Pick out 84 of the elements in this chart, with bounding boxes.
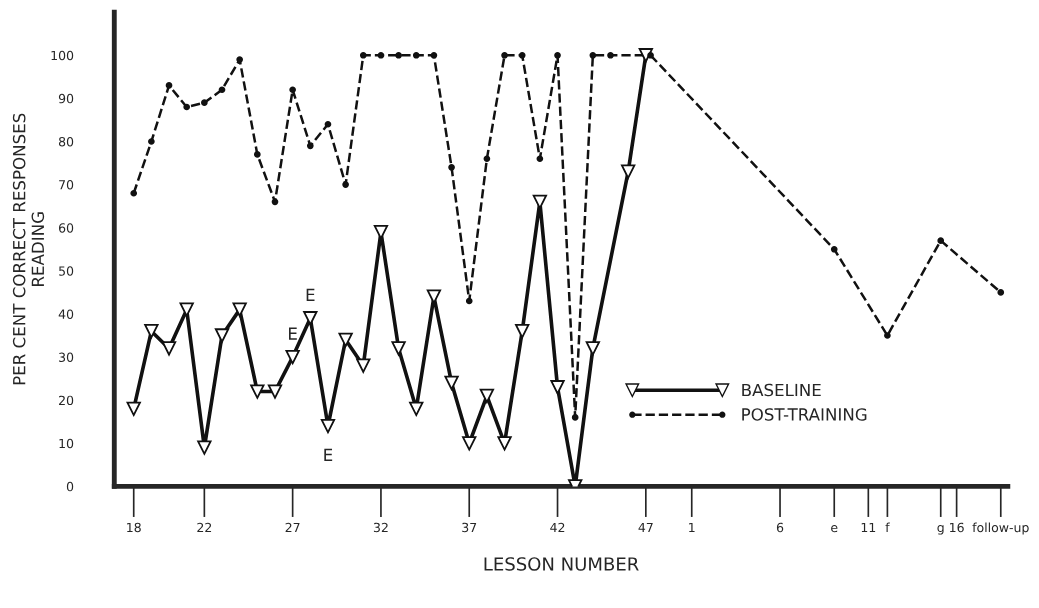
point — [589, 51, 597, 59]
x-tick-label: 27 — [285, 522, 300, 533]
y-tick-label: 10 — [59, 438, 74, 449]
point — [148, 138, 155, 145]
y-tick-label: 80 — [58, 136, 74, 147]
point — [607, 51, 614, 59]
x-axis-title: LESSON NUMBER — [484, 557, 639, 571]
point — [448, 164, 455, 171]
y-tick-label: 90 — [58, 93, 74, 104]
point — [250, 384, 265, 399]
x-tick-label: 42 — [550, 522, 565, 533]
point — [479, 388, 495, 404]
legend-label: POST-TRAINING — [742, 408, 867, 421]
point — [409, 401, 424, 416]
point — [359, 51, 367, 59]
x-tick-label: 22 — [197, 522, 212, 533]
x2-tick-label: e — [831, 525, 838, 533]
point — [324, 120, 332, 128]
x-tick-label: 18 — [127, 522, 141, 533]
point — [161, 341, 177, 356]
point — [550, 380, 565, 395]
point — [271, 198, 279, 206]
point — [377, 51, 385, 59]
point — [391, 341, 406, 356]
annotation: E — [324, 448, 333, 461]
x-tick-label: 32 — [373, 522, 388, 533]
point — [126, 401, 141, 416]
point — [201, 99, 208, 107]
point — [395, 51, 402, 59]
x2-tick-label: 16 — [950, 522, 964, 533]
x2-tick-label: g — [937, 525, 944, 535]
point — [253, 151, 261, 158]
point — [285, 349, 300, 365]
point — [232, 302, 247, 317]
point — [338, 332, 353, 347]
point — [412, 51, 420, 59]
point — [483, 155, 491, 163]
point — [303, 311, 318, 326]
annotation: E — [289, 327, 297, 340]
y-tick-label: 40 — [58, 309, 74, 319]
point — [267, 384, 283, 399]
legend-label: BASELINE — [742, 383, 821, 397]
point — [320, 418, 336, 434]
y-tick-label: 50 — [59, 266, 74, 276]
point — [218, 86, 226, 94]
y-tick-label: 70 — [59, 180, 74, 190]
point — [515, 324, 530, 339]
point — [497, 436, 512, 451]
point — [214, 328, 230, 343]
point — [183, 103, 191, 111]
y-tick-label: 30 — [59, 352, 74, 362]
point — [501, 51, 508, 59]
y-tick-label: 0 — [66, 481, 74, 492]
point — [536, 155, 544, 163]
point — [444, 375, 459, 391]
x2-tick-label: 11 — [861, 522, 876, 533]
x2-tick-label: follow-up — [972, 522, 1029, 535]
x2-tick-label: 1 — [689, 522, 695, 533]
point — [465, 297, 473, 305]
y-tick-label: 20 — [59, 395, 74, 406]
x-tick-label: 37 — [462, 522, 477, 533]
x2-tick-label: f — [885, 522, 890, 533]
y-tick-label: 100 — [51, 50, 74, 61]
point — [289, 86, 296, 94]
x2-tick-label: 6 — [776, 522, 784, 533]
point — [236, 56, 244, 63]
point — [144, 324, 159, 339]
point — [165, 82, 173, 89]
y-axis-title: PER CENT CORRECT RESPONSES READING — [12, 113, 45, 385]
point — [621, 164, 636, 179]
x-tick-label: 47 — [638, 522, 653, 533]
point — [430, 51, 438, 59]
point — [342, 181, 349, 188]
point — [130, 189, 138, 197]
point — [585, 341, 601, 356]
point — [306, 142, 314, 150]
annotation: E — [306, 288, 315, 301]
point — [197, 440, 212, 455]
point — [518, 51, 526, 59]
point — [554, 51, 561, 59]
point — [356, 358, 371, 373]
point — [571, 414, 579, 421]
y-tick-label: 60 — [58, 223, 74, 233]
point — [462, 436, 477, 451]
